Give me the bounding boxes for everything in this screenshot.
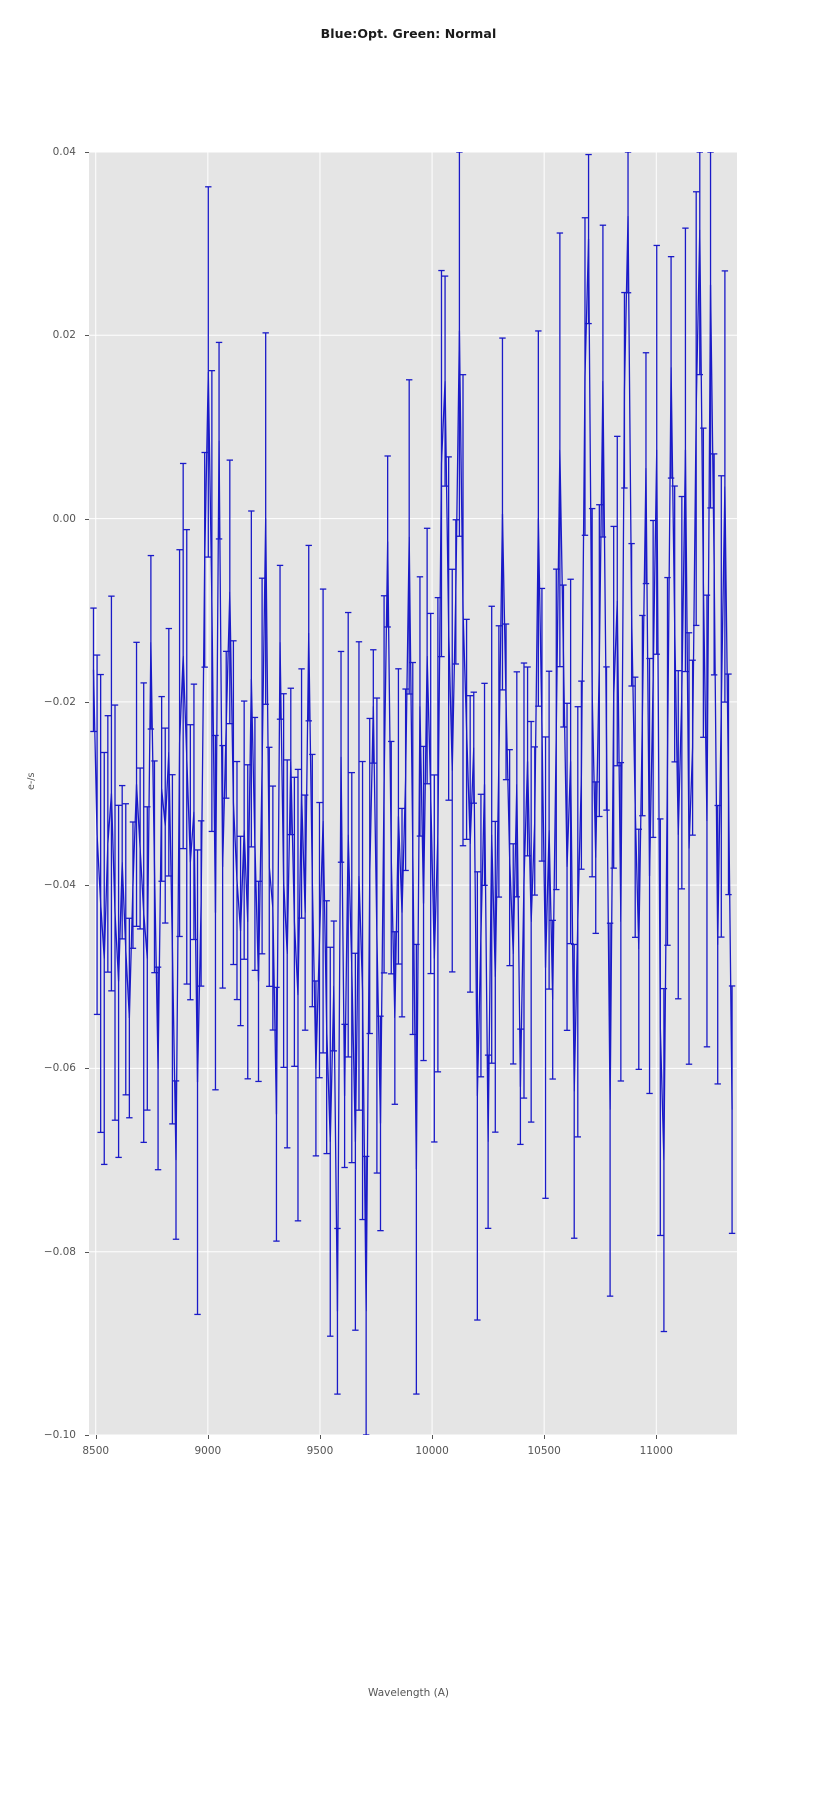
y-tick-mark — [85, 152, 89, 153]
chart-title: Blue:Opt. Green: Normal — [320, 26, 497, 41]
data-canvas — [89, 152, 737, 1435]
y-tick-label: −0.04 — [43, 879, 76, 892]
y-tick-mark — [85, 1068, 89, 1070]
y-tick-label: −0.02 — [43, 695, 76, 708]
plot-area — [89, 152, 737, 1435]
y-tick-label: 0.00 — [52, 512, 76, 525]
x-tick-label: 11000 — [639, 1445, 673, 1457]
y-tick-mark — [85, 1435, 89, 1436]
x-tick-label: 10500 — [527, 1445, 561, 1457]
y-tick-mark — [85, 1251, 89, 1253]
y-tick-label: −0.06 — [43, 1062, 76, 1075]
y-tick-label: 0.02 — [52, 329, 76, 342]
y-axis-label: e-/s — [26, 772, 37, 790]
x-tick-label: 8500 — [82, 1445, 110, 1457]
y-tick-mark — [85, 518, 89, 520]
x-tick-mark — [656, 1435, 658, 1439]
y-tick-label: −0.10 — [43, 1429, 76, 1441]
x-tick-mark — [432, 1435, 434, 1439]
x-axis-label: Wavelength (A) — [367, 1687, 449, 1699]
x-tick-label: 9000 — [194, 1445, 222, 1457]
x-tick-label: 10000 — [415, 1445, 449, 1457]
x-tick-label: 9500 — [306, 1445, 334, 1457]
y-tick-mark — [85, 335, 89, 337]
y-tick-label: 0.04 — [52, 146, 76, 158]
x-tick-mark — [95, 1435, 97, 1439]
y-tick-mark — [85, 701, 89, 703]
x-tick-mark — [544, 1435, 546, 1439]
y-tick-label: −0.08 — [43, 1245, 76, 1258]
x-tick-mark — [319, 1435, 321, 1439]
x-tick-mark — [207, 1435, 209, 1439]
series-0 — [90, 152, 736, 1435]
y-tick-mark — [85, 885, 89, 887]
